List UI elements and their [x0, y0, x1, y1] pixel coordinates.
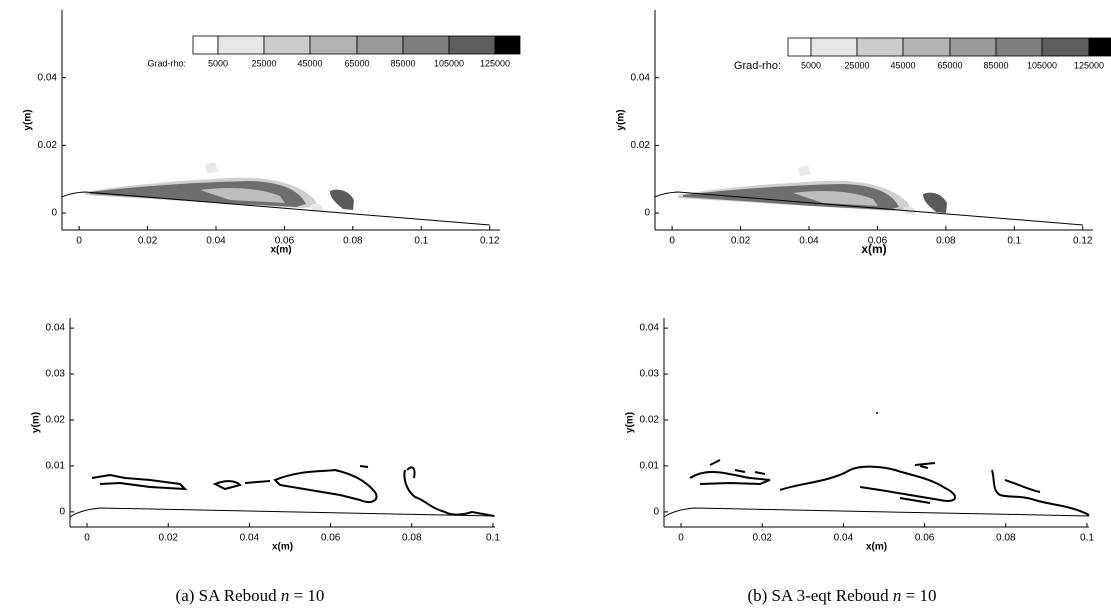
wall — [61, 191, 1090, 518]
y-tick-label: 0.01 — [46, 461, 66, 472]
colorbar-swatch — [902, 37, 951, 57]
x-tick-label: 0.06 — [915, 533, 935, 544]
y-tick-label: 0.02 — [46, 415, 66, 426]
y-axis-label: y(m) — [616, 109, 627, 130]
colorbar-swatch — [1041, 37, 1090, 57]
x-tick-label: 0.04 — [240, 533, 260, 544]
y-tick-label: 0.04 — [46, 323, 66, 334]
x-tick-label: 0.02 — [158, 533, 178, 544]
y-tick-label: 0 — [653, 506, 659, 517]
colorbar-label: 5000 — [801, 60, 821, 70]
colorbar-label: 85000 — [983, 60, 1008, 70]
x-tick-label: 0 — [76, 236, 82, 247]
y-tick-label: 0.04 — [38, 72, 58, 83]
y-tick-label: 0.02 — [38, 140, 58, 151]
colorbar-label: 105000 — [434, 58, 464, 68]
x-tick-label: 0 — [669, 236, 675, 247]
x-axis-label: x(m) — [270, 245, 291, 256]
colorbar-label: 25000 — [844, 60, 869, 70]
x-tick-label: 0.12 — [1073, 236, 1093, 247]
colorbar-swatch — [263, 35, 311, 55]
colorbar-swatch — [309, 35, 358, 55]
y-tick-label: 0.03 — [640, 369, 660, 380]
x-tick-label: 0.04 — [799, 236, 819, 247]
x-axis-label: x(m) — [866, 542, 887, 553]
y-axis-label: y(m) — [31, 412, 42, 433]
y-tick-label: 0.04 — [631, 72, 651, 83]
x-tick-label: 0.08 — [343, 236, 363, 247]
colorbar-swatch — [356, 35, 404, 55]
x-axis-label: x(m) — [272, 542, 293, 553]
colorbar-swatch — [995, 37, 1043, 57]
colorbar-swatch — [217, 35, 265, 55]
dot — [876, 412, 878, 414]
x-tick-label: 0.02 — [138, 236, 158, 247]
colorbar-swatch — [810, 37, 858, 57]
colorbar-swatch — [1088, 37, 1111, 57]
caption: (a) SA Reboud n = 10 — [176, 586, 325, 605]
colorbar-label: 45000 — [297, 58, 322, 68]
x-tick-label: 0.02 — [731, 236, 751, 247]
y-axis-label: y(m) — [23, 109, 34, 130]
x-tick-label: 0.04 — [834, 533, 854, 544]
colorbar-swatch — [949, 37, 997, 57]
colorbar-swatch — [494, 35, 521, 55]
colorbar-title: Grad-rho: — [147, 58, 186, 68]
colorbar-label: 85000 — [390, 58, 415, 68]
x-tick-label: 0.1 — [1007, 236, 1021, 247]
y-tick-label: 0.03 — [46, 369, 66, 380]
x-tick-label: 0 — [678, 533, 684, 544]
colorbar-swatch — [192, 35, 219, 55]
colorbar-label: 65000 — [344, 58, 369, 68]
colorbar-label: 65000 — [937, 60, 962, 70]
colorbar-title: Grad-rho: — [734, 60, 781, 72]
caption: (b) SA 3-eqt Reboud n = 10 — [747, 586, 936, 605]
x-tick-label: 0.1 — [414, 236, 428, 247]
y-tick-label: 0.01 — [640, 461, 660, 472]
colorbar-swatch — [856, 37, 904, 57]
y-axis-label: y(m) — [625, 412, 636, 433]
y-tick-label: 0.02 — [631, 140, 651, 151]
x-tick-label: 0.06 — [275, 236, 295, 247]
x-tick-label: 0 — [84, 533, 90, 544]
x-tick-label: 0.02 — [752, 533, 772, 544]
x-tick-label: 0.08 — [996, 533, 1016, 544]
colorbar-label: 125000 — [480, 58, 510, 68]
y-tick-label: 0.02 — [640, 415, 660, 426]
colorbar-swatch — [787, 37, 812, 57]
isoline — [91, 459, 1090, 517]
x-tick-label: 0.1 — [1080, 533, 1094, 544]
x-tick-label: 0.12 — [480, 236, 500, 247]
colorbar-label: 45000 — [890, 60, 915, 70]
x-tick-label: 0.1 — [486, 533, 500, 544]
colorbar-label: 105000 — [1027, 60, 1057, 70]
x-tick-label: 0.08 — [402, 533, 422, 544]
y-tick-label: 0 — [51, 208, 57, 219]
colorbar-label: 25000 — [251, 58, 276, 68]
x-tick-label: 0.06 — [321, 533, 341, 544]
x-tick-label: 0.06 — [868, 236, 888, 247]
y-tick-label: 0 — [644, 208, 650, 219]
colorbar-label: 125000 — [1074, 60, 1104, 70]
colorbar-swatch — [402, 35, 450, 55]
x-axis-label: x(m) — [861, 242, 886, 256]
y-tick-label: 0 — [59, 506, 65, 517]
x-tick-label: 0.04 — [206, 236, 226, 247]
y-tick-label: 0.04 — [640, 323, 660, 334]
x-tick-label: 0.08 — [936, 236, 956, 247]
gradient-field — [85, 162, 947, 215]
colorbar-swatch — [448, 35, 496, 55]
colorbar-label: 5000 — [208, 58, 228, 68]
